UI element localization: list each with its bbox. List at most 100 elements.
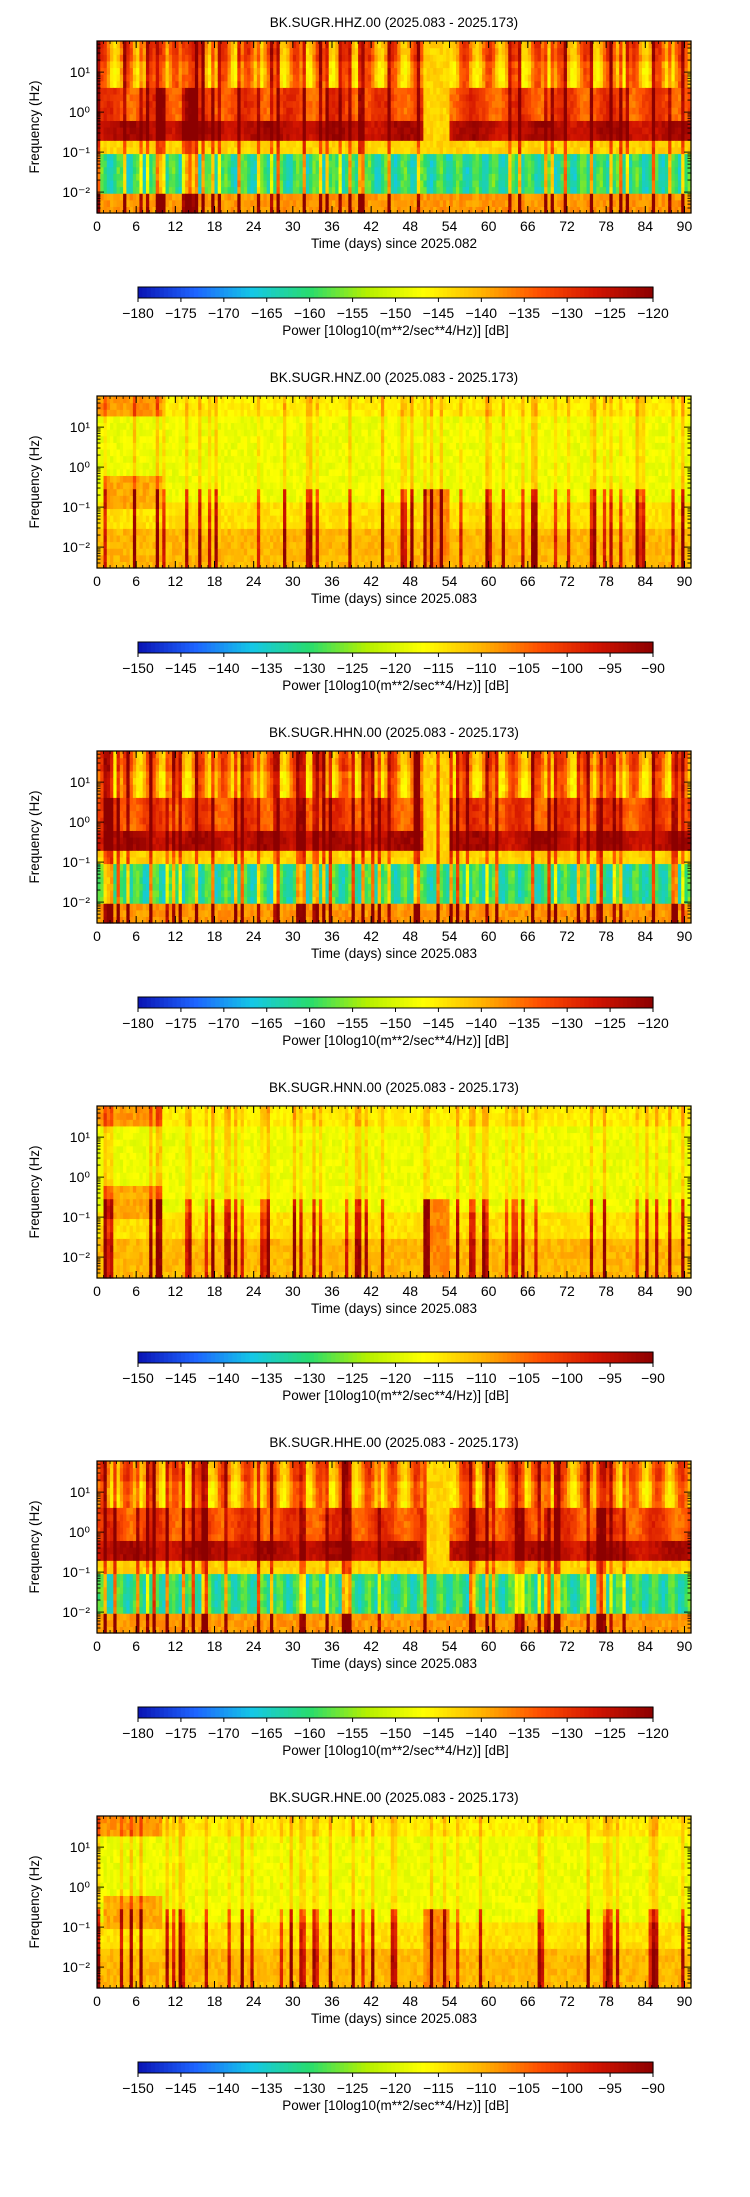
- heatmap-cell: [234, 113, 238, 121]
- heatmap-cell: [152, 80, 157, 88]
- heatmap-cell: [305, 186, 310, 194]
- heatmap-cell: [191, 107, 196, 115]
- heatmap-cell: [269, 107, 274, 115]
- heatmap-cell: [201, 173, 206, 181]
- heatmap-cell: [214, 120, 219, 128]
- heatmap-cell: [188, 54, 193, 62]
- heatmap-cell: [253, 173, 258, 181]
- heatmap-cell: [188, 80, 193, 88]
- heatmap-cell: [136, 160, 141, 168]
- heatmap-cell: [139, 107, 144, 115]
- heatmap-cell: [312, 140, 317, 148]
- heatmap-cell: [217, 173, 222, 181]
- heatmap-cell: [230, 113, 235, 121]
- heatmap-cell: [152, 120, 157, 128]
- heatmap-cell: [230, 54, 235, 62]
- heatmap-cell: [129, 133, 134, 141]
- heatmap-cell: [191, 179, 196, 188]
- heatmap-cell: [237, 153, 242, 161]
- heatmap-cell: [276, 74, 281, 82]
- heatmap-cell: [103, 87, 108, 95]
- heatmap-cell: [302, 60, 307, 69]
- heatmap-cell: [159, 133, 163, 141]
- heatmap-cell: [172, 186, 176, 194]
- heatmap-cell: [110, 199, 114, 207]
- heatmap-cell: [159, 173, 163, 181]
- heatmap-cell: [188, 100, 193, 108]
- heatmap-cell: [283, 120, 287, 128]
- heatmap-cell: [234, 47, 238, 55]
- heatmap-cell: [136, 54, 141, 62]
- heatmap-cell: [191, 173, 196, 181]
- heatmap-cell: [136, 179, 141, 188]
- heatmap-cell: [234, 120, 238, 128]
- heatmap-cell: [165, 206, 170, 214]
- heatmap-cell: [260, 107, 265, 115]
- heatmap-cell: [214, 166, 219, 174]
- heatmap-cell: [172, 67, 176, 75]
- heatmap-cell: [165, 113, 170, 121]
- heatmap-cell: [162, 140, 167, 148]
- heatmap-cell: [132, 173, 137, 181]
- heatmap-cell: [168, 199, 173, 207]
- heatmap-cell: [266, 186, 271, 194]
- heatmap-cell: [159, 74, 163, 82]
- heatmap-cell: [237, 60, 242, 69]
- heatmap-cell: [194, 120, 199, 128]
- heatmap-cell: [181, 140, 186, 148]
- heatmap-cell: [250, 193, 255, 201]
- heatmap-cell: [110, 54, 114, 62]
- heatmap-cell: [211, 60, 216, 69]
- heatmap-cell: [273, 41, 278, 49]
- heatmap-cell: [145, 206, 150, 214]
- heatmap-cell: [110, 41, 114, 49]
- heatmap-cell: [302, 133, 307, 141]
- heatmap-cell: [305, 193, 310, 201]
- heatmap-cell: [178, 74, 183, 82]
- heatmap-cell: [256, 113, 261, 121]
- heatmap-cell: [185, 127, 189, 135]
- heatmap-cell: [204, 140, 209, 148]
- heatmap-cell: [296, 87, 300, 95]
- heatmap-cell: [168, 186, 173, 194]
- heatmap-cell: [185, 166, 189, 174]
- heatmap-cell: [227, 60, 232, 69]
- heatmap-cell: [126, 193, 131, 201]
- heatmap-cell: [217, 113, 222, 121]
- heatmap-cell: [214, 113, 219, 121]
- heatmap-cell: [149, 67, 154, 75]
- heatmap-cell: [260, 87, 265, 95]
- heatmap-cell: [243, 153, 248, 161]
- heatmap-cell: [211, 74, 216, 82]
- heatmap-cell: [136, 186, 141, 194]
- heatmap-cell: [273, 127, 278, 135]
- heatmap-cell: [152, 107, 157, 115]
- heatmap-cell: [142, 80, 147, 88]
- heatmap-cell: [240, 133, 245, 141]
- heatmap-cell: [175, 107, 180, 115]
- heatmap-cell: [159, 127, 163, 135]
- heatmap-cell: [172, 199, 176, 207]
- heatmap-cell: [113, 179, 118, 188]
- heatmap-cell: [250, 41, 255, 49]
- heatmap-cell: [217, 179, 222, 188]
- heatmap-cell: [149, 153, 154, 161]
- heatmap-cell: [152, 179, 157, 188]
- heatmap-cell: [279, 54, 284, 62]
- heatmap-cell: [185, 80, 189, 88]
- heatmap-cell: [155, 100, 160, 108]
- heatmap-cell: [162, 127, 167, 135]
- heatmap-cell: [253, 107, 258, 115]
- heatmap-cell: [237, 67, 242, 75]
- heatmap-cell: [305, 113, 310, 121]
- heatmap-cell: [286, 199, 291, 207]
- heatmap-cell: [159, 54, 163, 62]
- heatmap-cell: [227, 146, 232, 155]
- heatmap-cell: [273, 133, 278, 141]
- heatmap-cell: [103, 60, 108, 69]
- heatmap-cell: [201, 133, 206, 141]
- heatmap-cell: [162, 153, 167, 161]
- heatmap-cell: [217, 133, 222, 141]
- heatmap-cell: [253, 199, 258, 207]
- heatmap-cell: [224, 146, 229, 155]
